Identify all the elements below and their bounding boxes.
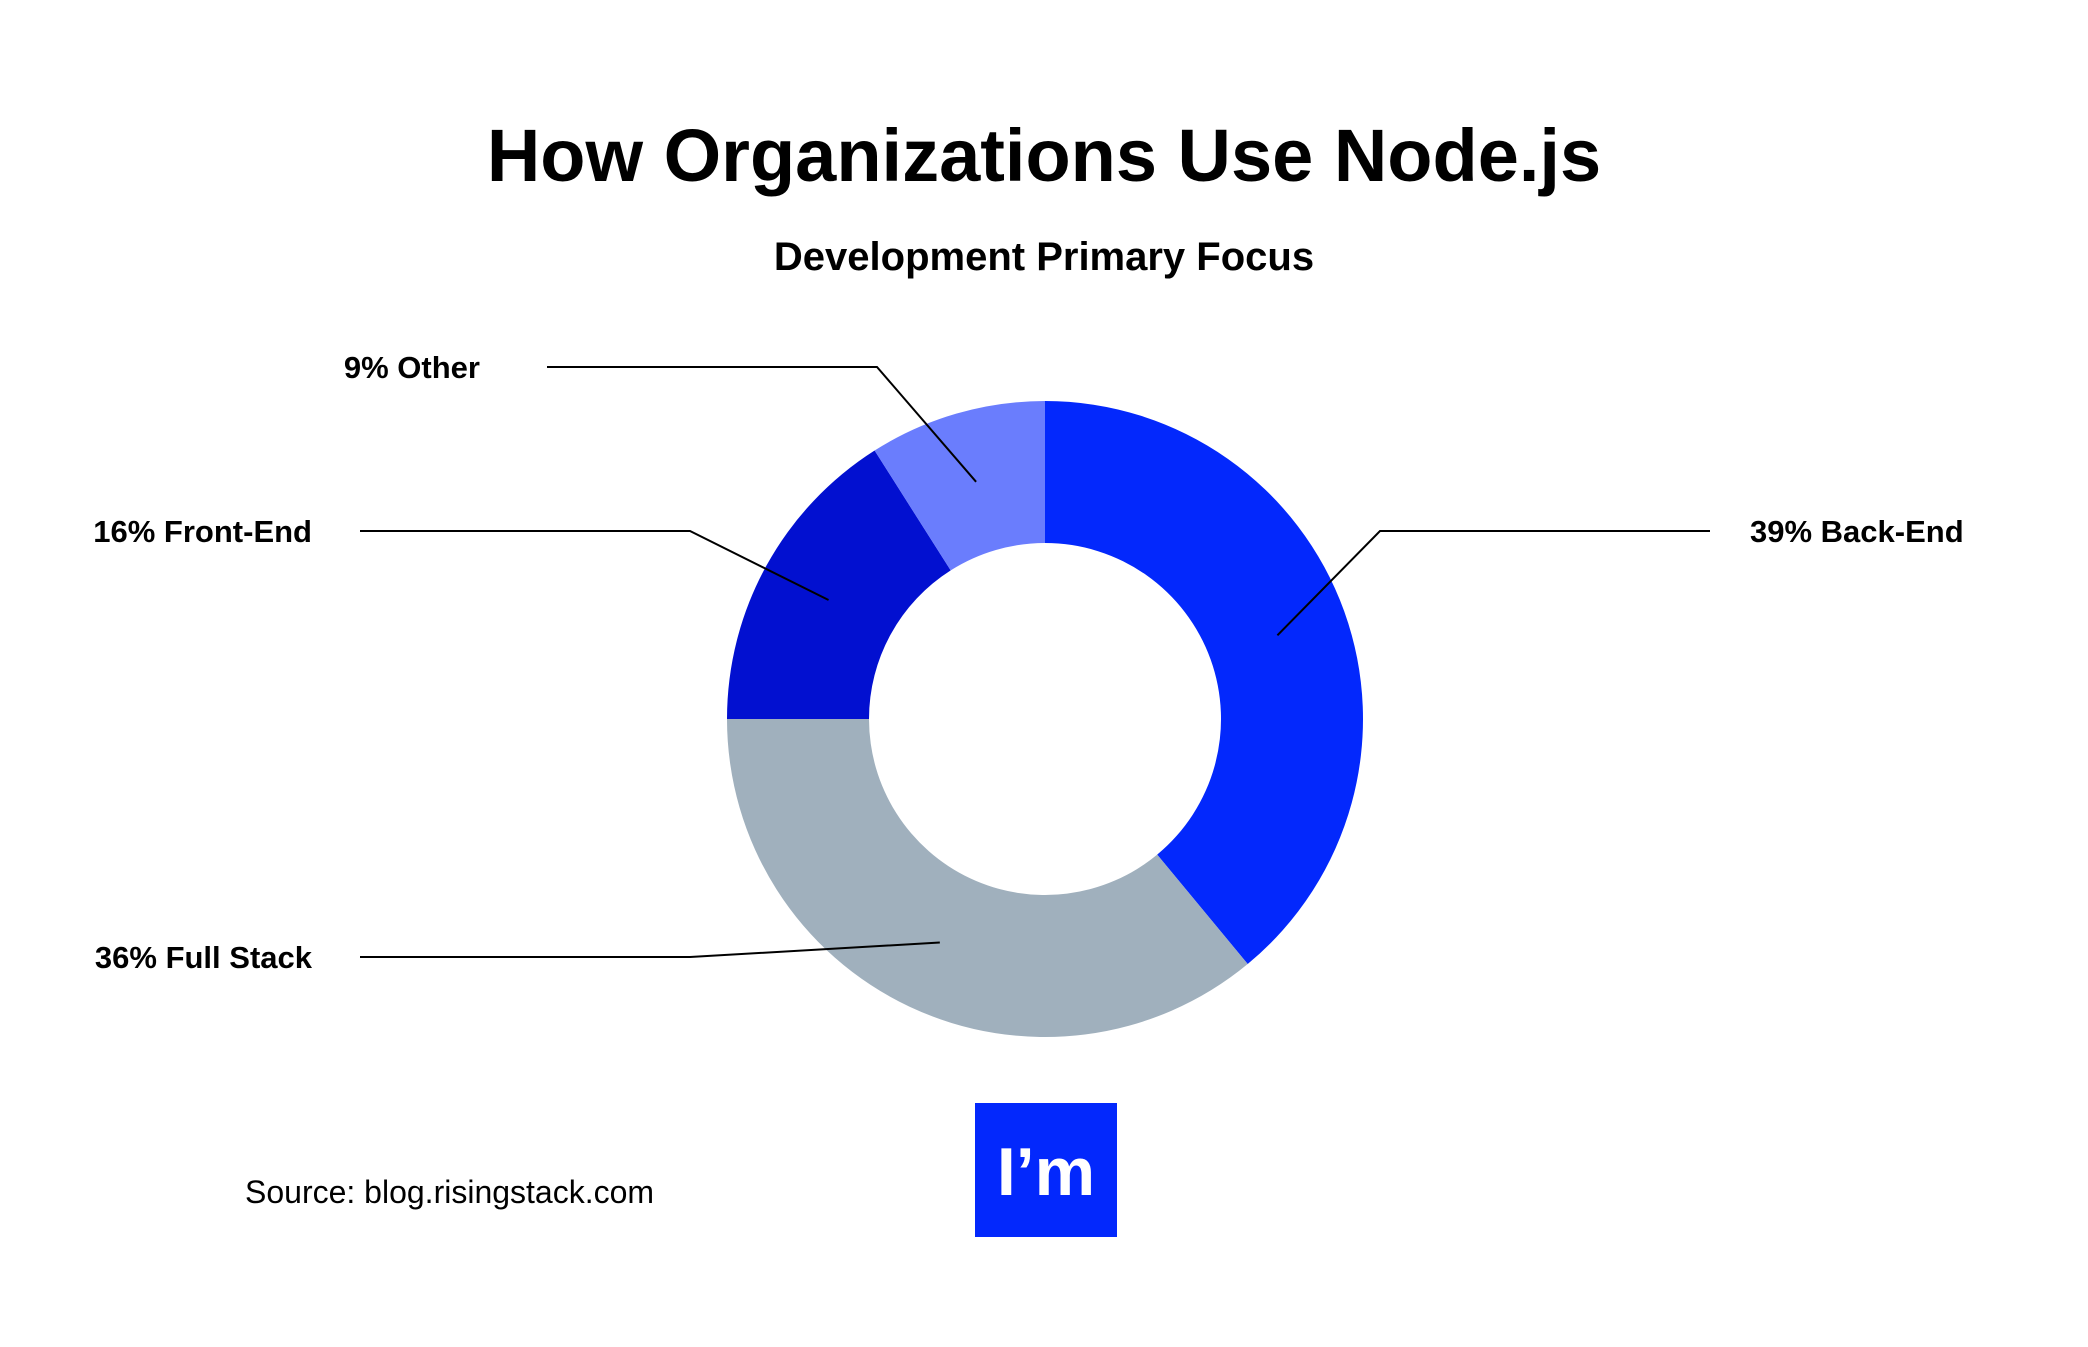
slice-other [874,401,1045,571]
label-full-stack: 36% Full Stack [95,940,313,975]
slice-full-stack [726,719,1248,1037]
label-front-end: 16% Front-End [93,514,312,549]
slice-labels: 39% Back-End 36% Full Stack 16% Front-End 9… [93,350,1963,975]
leader-line-back-end [1276,530,1710,637]
chart-title: How Organizations Use Node.js [487,114,1601,197]
chart-subtitle: Development Primary Focus [774,235,1314,279]
leader-lines [360,366,1710,958]
leader-line-full-stack [360,941,940,958]
leader-line-front-end [360,530,829,601]
label-back-end: 39% Back-End [1750,514,1964,549]
label-other: 9% Other [344,350,480,385]
logo-background [975,1103,1117,1237]
donut-slices [726,401,1363,1037]
brand-logo: I’m [975,1103,1117,1237]
slice-front-end [727,450,951,719]
slice-back-end [1045,401,1363,965]
source-note: Source: blog.risingstack.com [245,1174,654,1210]
leader-line-other [547,366,977,483]
logo-text: I’m [997,1134,1095,1210]
